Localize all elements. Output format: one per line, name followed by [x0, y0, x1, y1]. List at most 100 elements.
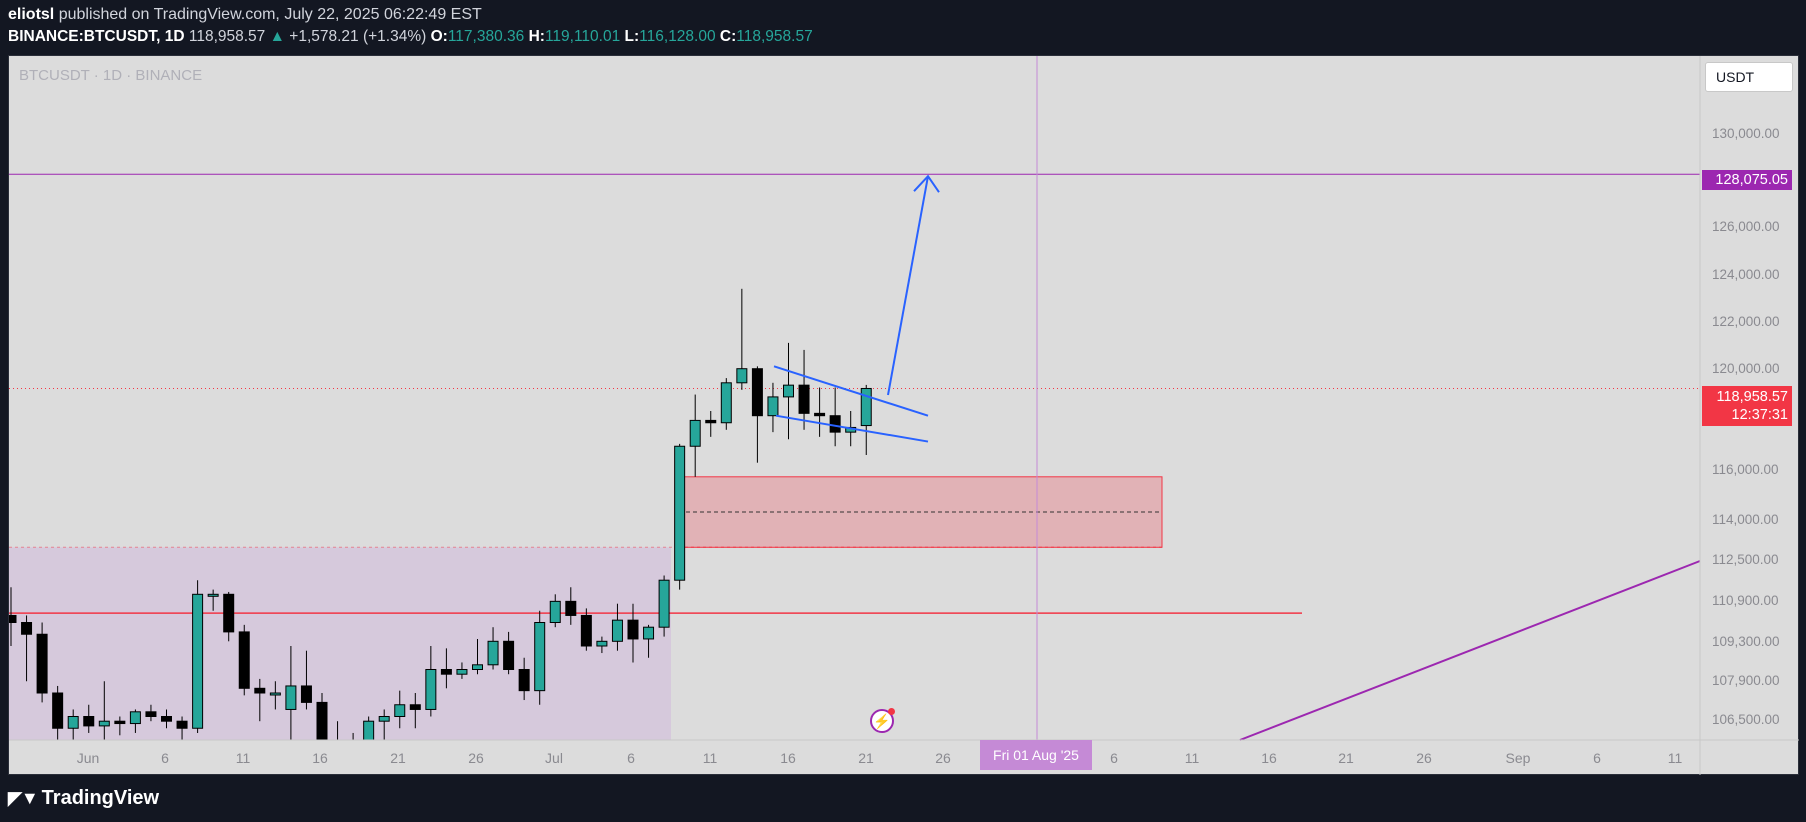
time-tick: Jun: [76, 750, 100, 766]
high-value: 119,110.01: [544, 28, 621, 45]
candle: [394, 690, 406, 729]
candle-body: [98, 720, 110, 727]
projection-arrow-line: [887, 176, 929, 396]
time-tick: 11: [702, 750, 718, 766]
candle: [472, 638, 483, 675]
candle-body: [643, 626, 655, 640]
lightning-icon[interactable]: ⚡: [870, 708, 895, 733]
candle-body: [145, 711, 157, 717]
candle: [425, 646, 437, 717]
candle: [456, 662, 468, 679]
time-tick: 16: [1261, 750, 1277, 766]
publish-info: eliotsl published on TradingView.com, Ju…: [8, 6, 482, 24]
candle: [658, 575, 670, 637]
ohlc-legend: BINANCE:BTCUSDT, 1D 118,958.57 ▲ +1,578.…: [8, 28, 813, 46]
time-tick: 11: [1667, 750, 1683, 766]
candle-body: [269, 692, 281, 696]
time-tick: 6: [1110, 750, 1118, 766]
price-tick: 110,900.00: [1712, 593, 1779, 608]
brand-name: TradingView: [41, 787, 160, 809]
candle: [161, 709, 172, 729]
candle-body: [409, 704, 421, 710]
time-tick: 6: [161, 750, 169, 766]
range-box: [9, 547, 671, 740]
candle-body: [814, 412, 826, 417]
chart-watermark: BTCUSDT · 1D · BINANCE: [19, 67, 203, 84]
candle: [176, 716, 188, 740]
candle-body: [363, 720, 375, 740]
time-tick: 11: [235, 750, 251, 766]
candle-body: [658, 579, 670, 628]
candle: [363, 716, 375, 740]
candle-body: [705, 419, 717, 424]
low-label: L:: [624, 28, 640, 45]
candle-body: [52, 692, 64, 729]
price-tick: 124,000.00: [1712, 267, 1780, 282]
candle-body: [472, 664, 483, 670]
candle-body: [503, 640, 515, 670]
candle-body: [192, 593, 204, 729]
price-tick: 126,000.00: [1712, 219, 1780, 234]
price-tick: 107,900.00: [1712, 673, 1780, 688]
time-tick: 21: [858, 750, 874, 766]
candle: [238, 624, 250, 696]
candle-body: [36, 633, 48, 694]
time-tick: 16: [312, 750, 328, 766]
candle-body: [223, 593, 235, 633]
crosshair-date-label: Fri 01 Aug '25: [980, 740, 1092, 770]
candle-body: [549, 600, 561, 623]
candle: [332, 721, 344, 740]
time-tick: 11: [1184, 750, 1200, 766]
time-tick: 26: [1416, 750, 1432, 766]
tradingview-footer[interactable]: ◤▼ TradingView: [8, 787, 159, 810]
candle-body: [114, 720, 126, 725]
change-up-icon: ▲: [269, 28, 285, 45]
candle-body: [21, 622, 33, 635]
candle-body: [596, 640, 608, 647]
candle: [783, 342, 794, 440]
candle-body: [565, 600, 577, 616]
candle-body: [316, 701, 328, 740]
close-label: C:: [719, 28, 737, 45]
target-price-label: 128,075.05: [1702, 170, 1792, 190]
time-tick: 21: [1338, 750, 1354, 766]
candle: [21, 615, 33, 682]
author-name[interactable]: eliotsl: [8, 6, 55, 23]
time-tick: 16: [780, 750, 796, 766]
candle-body: [611, 619, 623, 642]
candle-body: [332, 739, 344, 740]
candle-body: [425, 669, 437, 710]
candle: [378, 709, 390, 740]
time-tick: 26: [468, 750, 484, 766]
candle-body: [254, 687, 266, 694]
time-tick: 6: [1593, 750, 1601, 766]
candle-body: [580, 614, 592, 647]
candle-body: [829, 415, 841, 433]
open-value: 117,380.36: [447, 28, 525, 45]
candle: [440, 648, 452, 689]
price-tick: 112,500.00: [1712, 552, 1779, 567]
candle: [192, 580, 204, 733]
countdown-label: 12:37:31: [1731, 407, 1788, 423]
published-text: published on TradingView.com, July 22, 2…: [58, 6, 482, 23]
low-value: 116,128.00: [639, 28, 716, 45]
candle-body: [674, 445, 686, 581]
candle-body: [534, 622, 546, 692]
price-tick: 109,300.00: [1712, 634, 1780, 649]
candle: [736, 288, 748, 390]
time-tick: Sep: [1505, 750, 1531, 766]
candle: [347, 732, 359, 740]
symbol-label: BINANCE:BTCUSDT, 1D: [8, 28, 185, 45]
candle: [114, 716, 126, 736]
candle-body: [783, 384, 794, 398]
last-price-tag: 118,958.57 12:37:31: [1702, 386, 1792, 426]
candle-body: [347, 739, 359, 740]
candle-body: [627, 619, 639, 640]
candle: [720, 378, 732, 430]
currency-button[interactable]: USDT: [1705, 62, 1793, 92]
candle: [689, 394, 701, 477]
price-tick: 120,000.00: [1712, 361, 1780, 376]
candle: [611, 603, 623, 651]
projection-arrow-head: [913, 174, 940, 193]
